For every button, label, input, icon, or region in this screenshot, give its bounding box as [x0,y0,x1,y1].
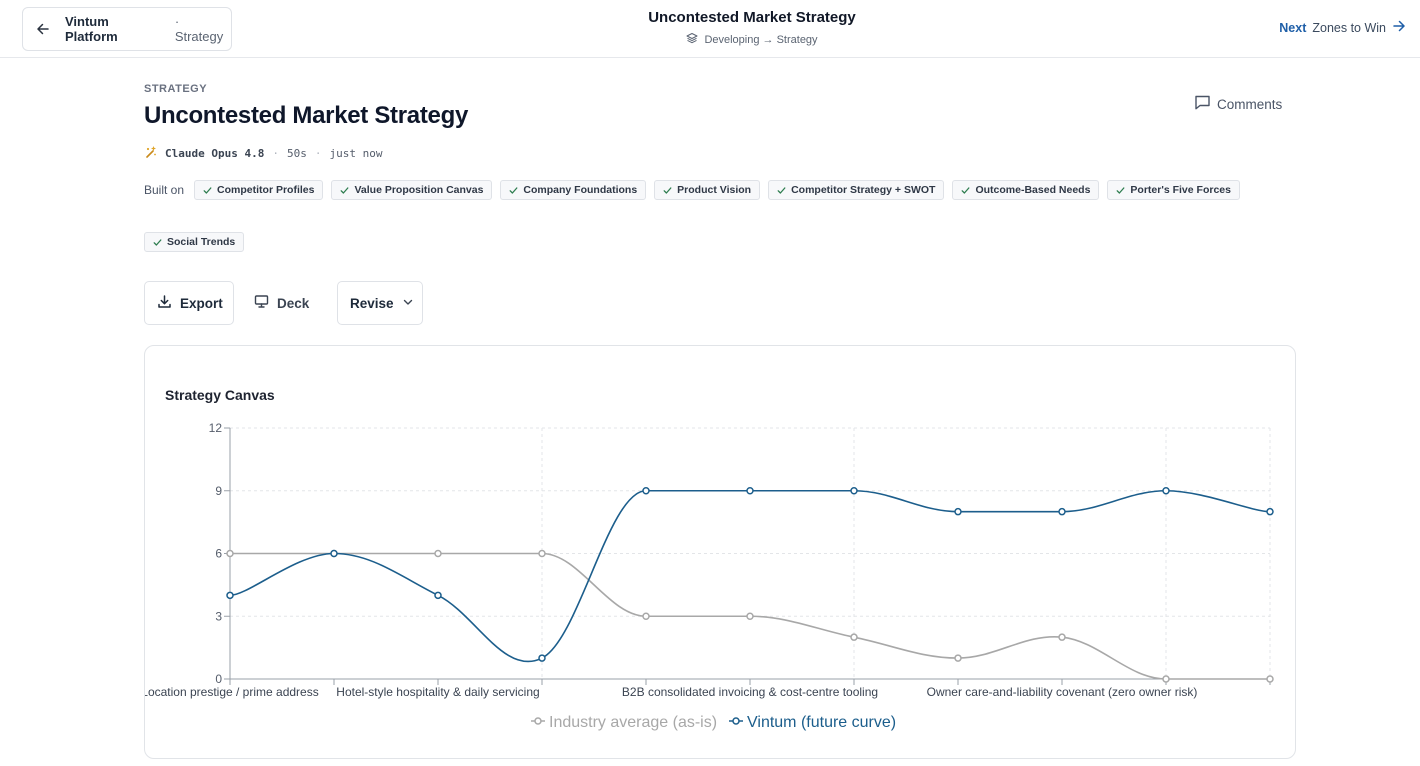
check-icon [341,186,349,194]
export-button[interactable]: Export [144,281,234,325]
data-point [642,612,650,620]
data-point [538,654,546,662]
deck-button[interactable]: Deck [242,281,329,325]
top-bar: Vintum Platform · Strategy Uncontested M… [0,0,1420,58]
x-tick-label: Location prestige / prime address [145,685,319,699]
timestamp: just now [329,146,383,160]
revise-dropdown[interactable]: Revise [337,281,423,325]
next-label: Next [1279,20,1307,35]
export-label: Export [180,295,223,311]
arrow-left-icon [35,21,51,37]
arrow-right-icon [1392,19,1406,36]
data-point [954,654,962,662]
data-point [1266,507,1274,516]
top-title: Uncontested Market Strategy [648,9,856,26]
source-chip[interactable]: Competitor Profiles [194,180,324,200]
built-on-label: Built on [144,183,185,197]
x-tick-label: B2B consolidated invoicing & cost-centre… [622,685,878,699]
legend-marker [732,717,740,725]
comments-label: Comments [1217,96,1283,112]
check-icon [663,186,672,194]
model-name: Claude Opus 4.8 [165,146,265,160]
section-kicker: STRATEGY [144,83,208,95]
action-bar: Export Deck Revise [144,281,423,325]
project-name: Vintum Platform [64,14,118,44]
layers-icon [686,32,698,47]
data-point [330,549,338,558]
data-point [1266,675,1274,683]
stage-path-text: Developing → Strategy [704,33,818,46]
next-step-link[interactable]: Next Zones to Win [1279,19,1406,36]
x-tick-label: Hotel-style hospitality & daily servicin… [336,685,539,699]
source-chip[interactable]: Outcome-Based Needs [952,180,1100,200]
document-heading: Uncontested Market Strategy Developing →… [550,9,954,47]
page-title: Uncontested Market Strategy [144,102,468,129]
built-on-list: Built on Competitor Profiles Value Propo… [144,180,1284,252]
breadcrumb: · Strategy [174,14,224,44]
meta-separator: · [272,146,279,160]
meta-separator: · [314,146,322,160]
legend-marker [534,717,542,725]
strategy-canvas-card: Strategy Canvas 0 3 6 9 12 Location prestige … [144,345,1296,759]
check-icon [777,186,786,194]
source-chip[interactable]: Product Vision [654,180,761,200]
source-chip[interactable]: Social Trends [144,232,245,252]
data-point [434,549,442,558]
y-tick-label: 9 [215,484,222,498]
source-chip[interactable]: Value Proposition Canvas [331,180,493,200]
y-tick-label: 12 [209,421,223,435]
deck-label: Deck [277,295,310,311]
next-target: Zones to Win [1312,20,1386,35]
comment-icon [1194,94,1211,114]
x-tick-label: Owner care-and-liability covenant (zero … [927,685,1198,699]
legend-label: Industry average (as-is) [549,714,717,731]
revise-label: Revise [350,295,394,311]
y-tick-label: 0 [215,672,222,686]
data-point [1162,487,1170,495]
back-to-project-button[interactable]: Vintum Platform · Strategy [22,7,232,51]
data-point [434,591,442,600]
data-point [226,591,234,600]
strategy-canvas-chart: 0 3 6 9 12 Location prestige / prime address H… [145,421,1274,731]
stage-path: Developing → Strategy [550,32,954,47]
legend-label: Vintum (future curve) [747,714,896,731]
source-chip[interactable]: Porter's Five Forces [1107,180,1240,200]
sparkle-icon [144,145,157,161]
data-point [538,549,546,558]
data-point [850,487,858,495]
data-point [954,507,962,516]
data-point [746,487,754,495]
generation-meta: Claude Opus 4.8 · 50s · just now [144,145,382,161]
duration: 50s [286,146,307,160]
data-point [850,633,858,641]
y-tick-label: 3 [215,609,222,623]
data-point [1162,675,1170,683]
check-icon [509,186,518,194]
comments-button[interactable]: Comments [1194,94,1282,114]
chart-title: Strategy Canvas [165,387,275,403]
check-icon [962,186,970,194]
data-point [746,612,754,620]
check-icon [1116,186,1125,194]
check-icon [153,238,162,246]
chevron-down-icon [402,296,414,311]
data-point [642,487,650,495]
series-line [229,489,1271,663]
data-point [1058,633,1066,641]
source-chip[interactable]: Company Foundations [500,180,647,200]
check-icon [203,186,212,194]
source-chip[interactable]: Competitor Strategy + SWOT [768,180,945,200]
presentation-icon [254,294,269,312]
data-point [1058,507,1066,516]
download-icon [157,294,172,312]
y-tick-label: 6 [215,547,222,561]
data-point [226,549,234,558]
